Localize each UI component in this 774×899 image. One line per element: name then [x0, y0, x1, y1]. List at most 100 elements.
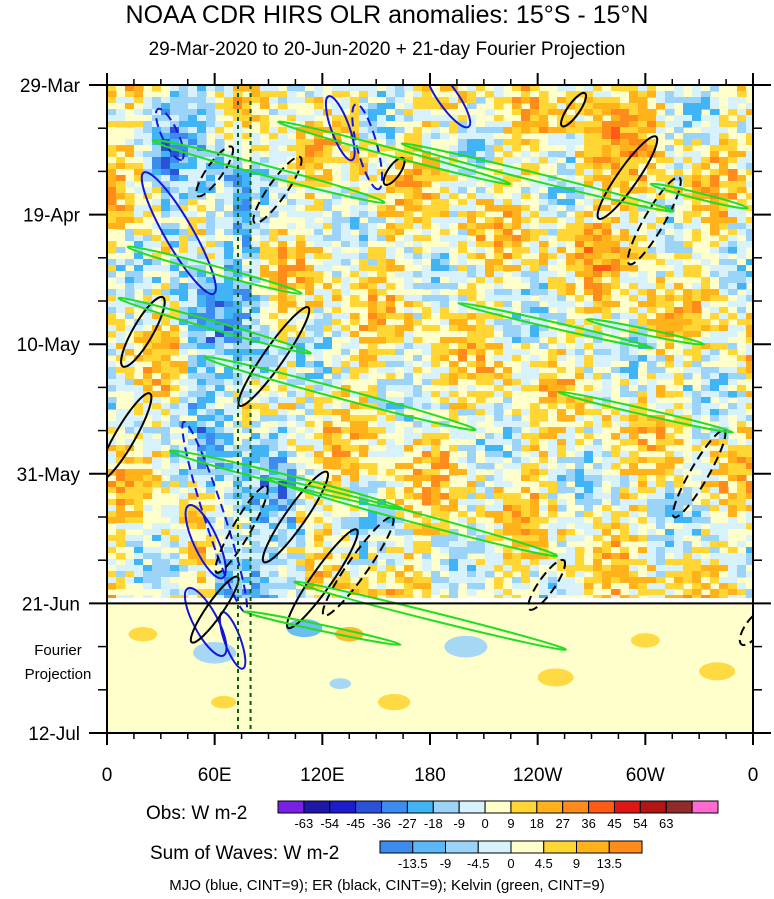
- obs-cell: [368, 427, 378, 434]
- obs-cell: [134, 241, 144, 248]
- obs-cell: [674, 373, 684, 380]
- obs-cell: [125, 475, 135, 482]
- obs-cell: [179, 169, 189, 176]
- obs-cell: [485, 553, 495, 560]
- obs-cell: [710, 373, 720, 380]
- obs-cell: [278, 181, 288, 188]
- obs-cell: [224, 505, 234, 512]
- obs-cell: [521, 181, 531, 188]
- obs-cell: [350, 211, 360, 218]
- obs-cell: [584, 397, 594, 404]
- obs-cell: [242, 313, 252, 320]
- obs-cell: [449, 469, 459, 476]
- obs-cell: [539, 109, 549, 116]
- obs-cell: [692, 235, 702, 242]
- obs-cell: [620, 493, 630, 500]
- obs-cell: [728, 169, 738, 176]
- obs-cell: [422, 373, 432, 380]
- obs-cell: [224, 313, 234, 320]
- obs-cell: [467, 355, 477, 362]
- obs-cell: [611, 451, 621, 458]
- obs-cell: [287, 259, 297, 266]
- obs-cell: [152, 553, 162, 560]
- obs-cell: [449, 433, 459, 440]
- obs-cell: [332, 331, 342, 338]
- obs-cell: [539, 493, 549, 500]
- obs-cell: [287, 211, 297, 218]
- obs-cell: [548, 523, 558, 530]
- obs-cell: [602, 241, 612, 248]
- obs-cell: [728, 139, 738, 146]
- obs-cell: [278, 247, 288, 254]
- obs-cell: [665, 205, 675, 212]
- obs-cell: [602, 385, 612, 392]
- obs-cell: [629, 337, 639, 344]
- obs-cell: [629, 199, 639, 206]
- obs-cell: [395, 523, 405, 530]
- obs-cell: [206, 553, 216, 560]
- obs-cell: [746, 493, 753, 500]
- obs-cell: [188, 295, 198, 302]
- obs-cell: [467, 517, 477, 524]
- obs-cell: [602, 109, 612, 116]
- obs-cell: [269, 277, 279, 284]
- obs-cell: [116, 343, 126, 350]
- obs-cell: [467, 91, 477, 98]
- obs-cell: [548, 127, 558, 134]
- obs-cell: [746, 175, 753, 182]
- obs-cell: [458, 157, 468, 164]
- obs-cell: [593, 457, 603, 464]
- obs-cell: [134, 283, 144, 290]
- obs-cell: [512, 553, 522, 560]
- obs-cell: [134, 523, 144, 530]
- obs-cell: [386, 307, 396, 314]
- obs-cell: [512, 421, 522, 428]
- obs-cell: [386, 511, 396, 518]
- obs-cell: [593, 109, 603, 116]
- obs-cell: [296, 547, 306, 554]
- obs-cell: [377, 325, 387, 332]
- obs-cell: [719, 97, 729, 104]
- obs-cell: [449, 397, 459, 404]
- obs-cell: [503, 187, 513, 194]
- obs-cell: [611, 361, 621, 368]
- obs-cell: [503, 229, 513, 236]
- obs-cell: [476, 217, 486, 224]
- obs-cell: [746, 277, 753, 284]
- obs-cell: [404, 85, 414, 92]
- obs-cell: [413, 439, 423, 446]
- obs-cell: [665, 199, 675, 206]
- obs-cell: [287, 349, 297, 356]
- obs-cell: [665, 457, 675, 464]
- obs-cell: [476, 145, 486, 152]
- obs-cell: [575, 367, 585, 374]
- obs-cell: [197, 163, 207, 170]
- obs-cell: [287, 439, 297, 446]
- obs-cell: [539, 325, 549, 332]
- obs-cell: [134, 151, 144, 158]
- obs-cell: [395, 229, 405, 236]
- obs-cell: [575, 271, 585, 278]
- obs-cell: [350, 109, 360, 116]
- obs-cell: [620, 481, 630, 488]
- obs-cell: [269, 493, 279, 500]
- obs-cell: [206, 205, 216, 212]
- obs-cell: [395, 397, 405, 404]
- obs-cell: [323, 91, 333, 98]
- obs-cell: [719, 451, 729, 458]
- obs-cell: [521, 367, 531, 374]
- obs-cell: [170, 91, 180, 98]
- obs-cell: [476, 325, 486, 332]
- obs-cell: [332, 235, 342, 242]
- obs-cell: [314, 85, 324, 92]
- obs-cell: [197, 355, 207, 362]
- obs-cell: [350, 505, 360, 512]
- obs-cell: [656, 223, 666, 230]
- obs-cell: [584, 97, 594, 104]
- obs-cell: [611, 199, 621, 206]
- chart-subtitle: 29-Mar-2020 to 20-Jun-2020 + 21-day Four…: [148, 39, 626, 60]
- obs-cell: [611, 247, 621, 254]
- obs-cell: [548, 103, 558, 110]
- obs-cell: [305, 433, 315, 440]
- obs-cell: [629, 169, 639, 176]
